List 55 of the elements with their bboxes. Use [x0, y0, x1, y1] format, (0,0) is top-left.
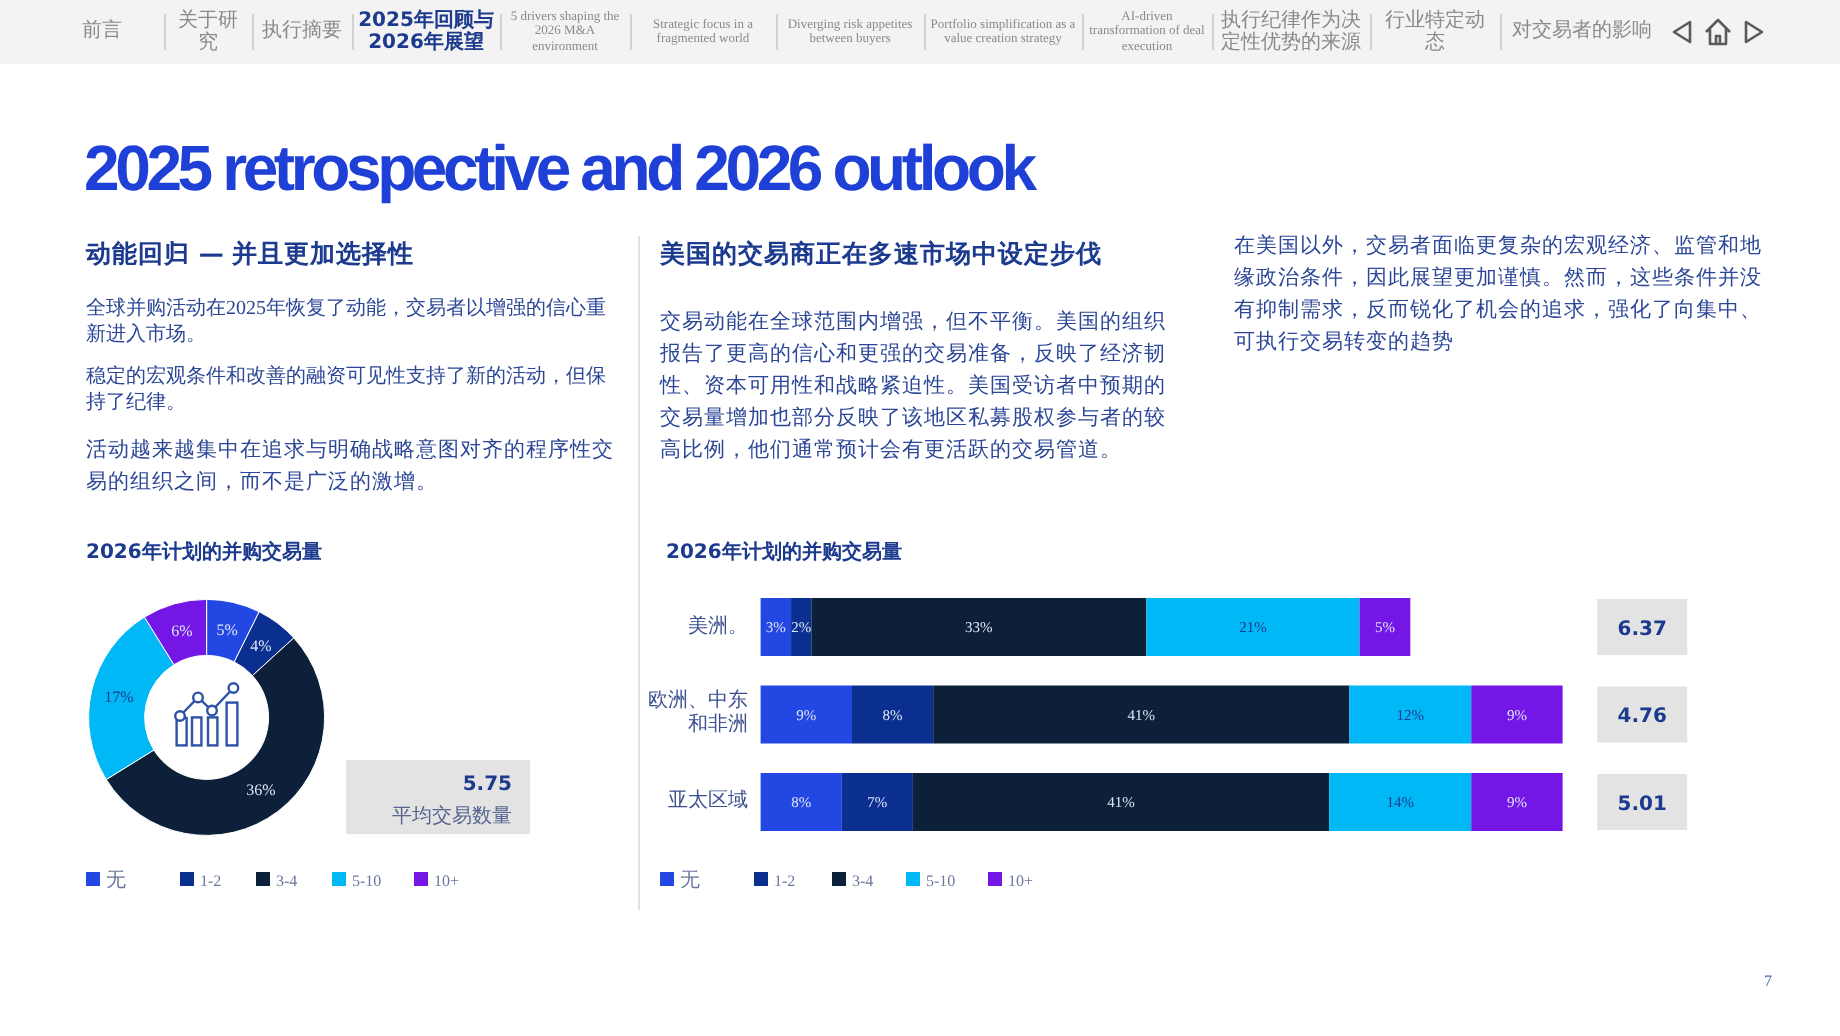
data-label: 4%: [250, 637, 273, 656]
bar: [1471, 773, 1563, 831]
text: 6.37: [1617, 618, 1667, 641]
y-tick-label: 欧洲、中东和非洲: [646, 690, 748, 739]
y-tick-label: 亚太区域: [668, 790, 748, 814]
text: 2025 retrospective and 2026 outlook: [84, 130, 1033, 208]
bar: [760, 685, 852, 744]
text: 动能回归 — 并且更加选择性: [86, 238, 417, 268]
bar: [811, 598, 1147, 656]
text: 5.75: [462, 774, 513, 796]
text: 美国的交易商正在多速市场中设定步伐: [660, 238, 1104, 268]
legend-label: 3-4: [276, 872, 298, 890]
legend-label: 3-4: [852, 872, 874, 890]
data-label: 5%: [216, 621, 239, 640]
text: 交易动能在全球范围内增强，但不平衡。美国的组织报告了更高的信心和更强的交易准备，反映了经济韧性、资本可用性和战略紧迫性。美国受访者中预期的交易量增加也部分反映了该地区私募股权参与者的较高比例，他们通常预计会有更活跃的交易管道。: [660, 308, 1168, 466]
legend-label: 10+: [1008, 872, 1034, 890]
data-label: 36%: [246, 780, 277, 799]
bar: [841, 773, 913, 831]
text: 执行摘要: [262, 20, 342, 44]
legend-label: 无: [106, 870, 126, 892]
bar: [1146, 598, 1360, 656]
text: 活动越来越集中在追求与明确战略意图对齐的程序性交易的组织之间，而不是广泛的激增。: [86, 436, 616, 498]
bar: [933, 685, 1350, 744]
bar: [760, 773, 842, 831]
text: 7: [1762, 972, 1772, 992]
bar: [760, 598, 792, 656]
legend-label: 5-10: [352, 872, 382, 890]
chart-title: 2026年计划的并购交易量: [666, 540, 902, 564]
text: 对交易者的影响: [1512, 20, 1652, 44]
text: 前言: [82, 20, 122, 44]
legend-label: 10+: [434, 872, 460, 890]
y-tick-label: 美洲。: [688, 615, 748, 639]
legend-label: 无: [680, 870, 700, 892]
bar: [1471, 685, 1563, 744]
text: 在美国以外，交易者面临更复杂的宏观经济、监管和地缘政治条件，因此展望更加谨慎。然而，这些条件并没有抑制需求，反而锐化了机会的追求，强化了向集中、可执行交易转变的趋势: [1234, 232, 1764, 358]
legend-label: 5-10: [926, 872, 956, 890]
text: 2025年回顾与2026年展望: [358, 9, 494, 55]
data-label: 6%: [171, 622, 194, 641]
legend-label: 1-2: [774, 872, 796, 890]
text: 平均交易数量: [392, 804, 512, 828]
bar: [1359, 598, 1411, 656]
text: 执行纪律作为决定性优势的来源: [1219, 9, 1363, 55]
bar: [1349, 685, 1472, 744]
text: 4.76: [1617, 706, 1667, 729]
text: 5.01: [1617, 793, 1667, 816]
bar: [912, 773, 1330, 831]
legend-label: 1-2: [200, 872, 222, 890]
bar: [851, 685, 934, 744]
text: 全球并购活动在2025年恢复了动能，交易者以增强的信心重新进入市场。: [86, 296, 608, 348]
text: 关于研究: [176, 9, 240, 55]
bar: [1329, 773, 1472, 831]
data-label: 17%: [104, 688, 135, 707]
chart-title: 2026年计划的并购交易量: [86, 540, 322, 564]
text: 行业特定动态: [1383, 9, 1487, 55]
text: 稳定的宏观条件和改善的融资可见性支持了新的活动，但保持了纪律。: [86, 364, 608, 416]
